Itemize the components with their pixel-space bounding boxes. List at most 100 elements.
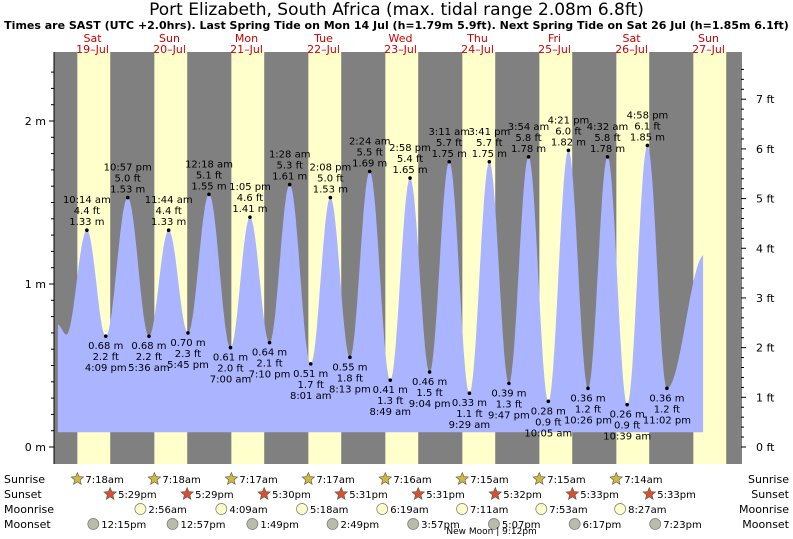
low-tide-feet: 1.7 ft xyxy=(298,380,324,391)
day-name: Mon xyxy=(235,32,258,45)
moonrise-icon xyxy=(614,503,626,515)
high-tide-time: 3:41 pm xyxy=(468,127,510,138)
low-tide-meters: 0.46 m xyxy=(412,377,447,388)
sunrise-icon xyxy=(455,471,470,485)
high-tide-time: 3:54 am xyxy=(508,122,550,133)
sunset-time: 5:33pm xyxy=(580,490,619,501)
sunset-time: 5:33pm xyxy=(657,490,696,501)
moonrise-icon xyxy=(456,503,468,515)
tide-point xyxy=(586,386,590,391)
low-tide-feet: 2.1 ft xyxy=(256,359,282,370)
high-tide-feet: 6.0 ft xyxy=(555,126,581,137)
tide-point xyxy=(287,182,292,187)
sunset-icon xyxy=(565,486,580,500)
high-tide-feet: 5.3 ft xyxy=(277,161,303,172)
feet-tick-label: 2 ft xyxy=(756,342,775,355)
high-tide-feet: 4.4 ft xyxy=(74,206,100,217)
moonrise-icon xyxy=(215,503,228,515)
moonset-icon xyxy=(488,518,500,530)
day-name: Fri xyxy=(548,32,561,45)
low-tide-time: 8:01 am xyxy=(290,391,332,402)
low-tide-time: 9:04 pm xyxy=(409,399,451,410)
tide-point xyxy=(367,169,372,174)
moonrise-icon xyxy=(134,503,147,515)
tide-point xyxy=(526,155,531,159)
moonrise-icon xyxy=(535,503,548,515)
high-tide-feet: 5.7 ft xyxy=(476,138,502,149)
tide-point xyxy=(166,228,171,233)
tide-area xyxy=(57,145,704,433)
sunset-icon xyxy=(257,486,272,500)
high-tide-time: 4:21 pm xyxy=(548,115,590,126)
sunset-time: 5:31pm xyxy=(426,490,465,501)
feet-tick-label: 4 ft xyxy=(756,242,775,255)
low-tide-feet: 1.2 ft xyxy=(654,404,680,415)
high-tide-meters: 1.53 m xyxy=(110,185,145,196)
astro-row-label-left: Sunrise xyxy=(4,473,45,486)
high-tide-meters: 1.78 m xyxy=(590,144,625,155)
sunset-time: 5:32pm xyxy=(503,490,542,501)
day-date: 25–Jul xyxy=(538,43,571,56)
high-tide-feet: 4.6 ft xyxy=(237,193,263,204)
sunrise-time: 7:17am xyxy=(316,475,354,486)
moonset-icon xyxy=(326,518,339,530)
meter-tick-label: 0 m xyxy=(25,441,46,454)
low-tide-meters: 0.68 m xyxy=(88,341,123,352)
low-tide-feet: 1.1 ft xyxy=(456,409,482,420)
low-tide-meters: 0.26 m xyxy=(610,410,645,421)
low-tide-time: 9:29 am xyxy=(449,420,491,431)
day-name: Sun xyxy=(159,32,180,45)
moonrise-icon xyxy=(296,503,308,515)
low-tide-feet: 2.3 ft xyxy=(175,349,201,360)
astro-row-label-left: Moonset xyxy=(4,518,51,531)
tide-point xyxy=(645,143,650,148)
moonrise-icon xyxy=(376,503,389,515)
high-tide-time: 2:08 pm xyxy=(309,163,351,174)
sunrise-time: 7:15am xyxy=(470,475,508,486)
high-tide-time: 11:44 am xyxy=(145,195,193,206)
high-tide-meters: 1.69 m xyxy=(352,159,387,170)
low-tide-feet: 1.8 ft xyxy=(337,373,363,384)
low-tide-time: 10:05 am xyxy=(524,428,572,439)
tide-point xyxy=(408,176,412,180)
high-tide-time: 4:58 pm xyxy=(627,110,669,121)
moon-phase-label: New Moon | 9:12pm xyxy=(446,527,536,537)
moonset-time: 12:57pm xyxy=(181,520,226,531)
astro-table: Sunrise Sunrise Sunset Sunset Moonrise Moonri… xyxy=(4,471,790,537)
moonrise-time: 8:27am xyxy=(628,505,666,516)
sunrise-time: 7:16am xyxy=(393,475,431,486)
high-tide-time: 2:24 am xyxy=(349,137,391,148)
day-date: 22–Jul xyxy=(307,43,340,56)
tide-point xyxy=(186,331,190,335)
sunrise-icon xyxy=(301,471,316,485)
sunrise-time: 7:17am xyxy=(239,475,277,486)
tide-point xyxy=(228,345,233,350)
low-tide-meters: 0.28 m xyxy=(531,406,566,417)
low-tide-feet: 1.2 ft xyxy=(575,404,601,415)
feet-axis: 0 ft 1 ft 2 ft 3 ft 4 ft 5 ft 6 ft 7 ft xyxy=(740,52,775,464)
tide-point xyxy=(388,378,393,382)
moonset-icon xyxy=(407,518,420,530)
tide-point xyxy=(85,228,89,233)
low-tide-feet: 2.2 ft xyxy=(136,352,162,363)
low-tide-time: 5:36 am xyxy=(128,363,170,374)
high-tide-time: 10:57 pm xyxy=(104,163,152,174)
high-tide-meters: 1.55 m xyxy=(191,181,226,192)
high-tide-time: 1:28 am xyxy=(269,150,311,161)
feet-tick-label: 7 ft xyxy=(756,93,775,106)
high-tide-meters: 1.75 m xyxy=(472,149,507,160)
high-tide-time: 3:11 am xyxy=(428,127,470,138)
low-tide-meters: 0.51 m xyxy=(293,369,328,380)
day-name: Tue xyxy=(313,32,333,45)
sunrise-time: 7:14am xyxy=(624,475,662,486)
day-date: 26–Jul xyxy=(615,43,648,56)
sunrise-icon xyxy=(532,471,547,485)
sunrise-time: 7:18am xyxy=(162,475,200,486)
feet-tick-label: 3 ft xyxy=(756,292,775,305)
tide-point xyxy=(103,334,108,338)
low-tide-feet: 2.0 ft xyxy=(217,364,243,375)
day-name: Sun xyxy=(698,32,719,45)
tide-point xyxy=(328,195,333,200)
high-tide-time: 2:58 pm xyxy=(389,143,431,154)
astro-row-label-right: Moonrise xyxy=(739,503,789,516)
